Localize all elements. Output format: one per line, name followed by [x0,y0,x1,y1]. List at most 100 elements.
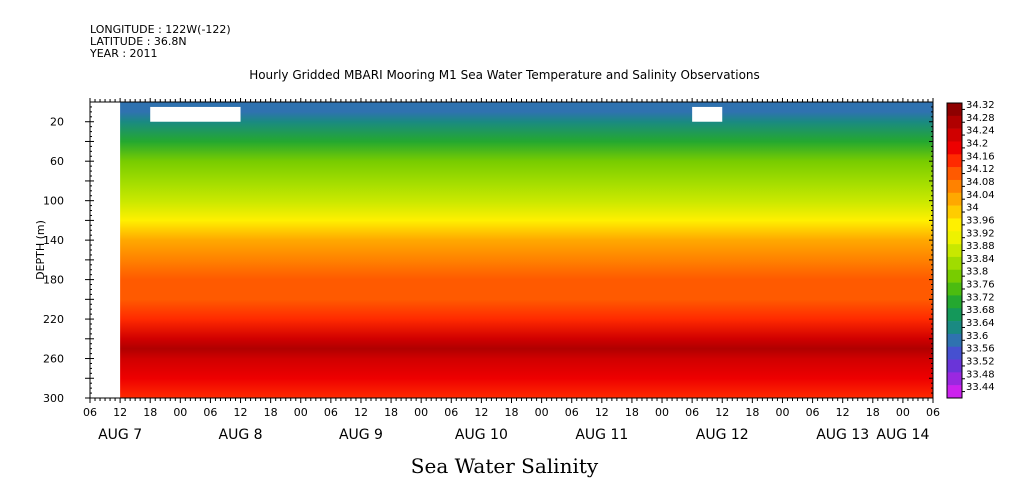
colorbar-swatch [947,141,962,155]
colorbar-label: 34.16 [966,151,995,162]
missing-data-region [90,102,121,398]
salinity-field [90,102,933,398]
x-hour-label: 06 [565,406,579,419]
x-hour-label: 00 [775,406,789,419]
y-tick-label: 260 [43,353,64,366]
y-tick-label: 180 [43,274,64,287]
colorbar-label: 33.52 [966,357,995,368]
x-day-label: AUG 12 [696,427,749,443]
colorbar-swatch [947,269,962,283]
x-hour-label: 12 [234,406,248,419]
colorbar-swatch [947,231,962,245]
x-hour-label: 00 [294,406,308,419]
colorbar-swatch [947,372,962,386]
x-hour-label: 00 [414,406,428,419]
colorbar-swatch [947,205,962,219]
colorbar-swatch [947,333,962,347]
x-hour-label: 12 [474,406,488,419]
x-day-label: AUG 10 [455,427,508,443]
colorbar-swatch [947,103,962,117]
y-tick-label: 20 [50,116,64,129]
colorbar-label: 34.32 [966,100,995,111]
longitude-label: LONGITUDE : 122W(-122) [90,23,231,36]
colorbar-swatch [947,192,962,206]
y-tick-label: 300 [43,392,64,405]
x-hour-label: 18 [625,406,639,419]
x-day-label: AUG 14 [876,427,929,443]
x-hour-label: 12 [354,406,368,419]
colorbar-label: 33.68 [966,305,995,316]
colorbar-label: 34.24 [966,126,995,137]
colorbar-swatch [947,167,962,181]
colorbar-swatch [947,115,962,129]
x-hour-label: 18 [745,406,759,419]
x-hour-label: 06 [685,406,699,419]
x-hour-label: 06 [324,406,338,419]
colorbar-swatch [947,346,962,360]
y-tick-label: 140 [43,234,64,247]
colorbar-label: 33.64 [966,318,995,329]
colorbar-label: 34.28 [966,113,995,124]
colorbar-label: 33.8 [966,267,988,278]
x-day-label: AUG 13 [816,427,869,443]
x-hour-label: 12 [113,406,127,419]
x-hour-label: 06 [83,406,97,419]
x-hour-label: 12 [715,406,729,419]
missing-data-region [692,106,723,122]
colorbar-label: 33.48 [966,369,995,380]
x-hour-label: 18 [505,406,519,419]
colorbar-swatch [947,282,962,296]
colorbar-swatch [947,154,962,168]
colorbar-swatch [947,256,962,271]
colorbar-label: 33.76 [966,280,995,291]
x-day-label: AUG 11 [575,427,628,443]
x-hour-label: 18 [264,406,278,419]
x-hour-label: 06 [203,406,217,419]
colorbar-swatch [947,179,962,194]
colorbar-swatch [947,244,962,258]
colorbar-label: 34.12 [966,164,995,175]
colorbar-swatch [947,295,962,309]
colorbar-swatch [947,308,962,322]
colorbar-label: 33.88 [966,241,995,252]
x-hour-label: 00 [655,406,669,419]
x-hour-label: 06 [926,406,940,419]
colorbar-label: 33.84 [966,254,995,265]
colorbar-label: 33.6 [966,331,988,342]
x-hour-label: 06 [806,406,820,419]
colorbar-label: 34 [966,203,979,214]
x-day-label: AUG 9 [339,427,383,443]
plot-area [90,102,933,398]
colorbar-swatch [947,359,962,373]
x-day-label: AUG 8 [219,427,263,443]
colorbar-swatch [947,321,962,335]
colorbar-label: 33.96 [966,215,995,226]
x-axis-label: Sea Water Salinity [410,454,599,478]
y-axis: 20 60 100 140 180 220 260 300 [43,101,933,405]
chart-title: Hourly Gridded MBARI Mooring M1 Sea Wate… [249,68,760,82]
y-axis-label: DEPTH (m) [34,220,47,280]
y-tick-label: 100 [43,195,64,208]
x-hour-label: 18 [143,406,157,419]
colorbar-label: 33.72 [966,292,995,303]
colorbar-swatch [947,218,962,232]
colorbar-label: 33.44 [966,382,995,393]
colorbar-swatch [947,128,962,142]
chart-metadata: LONGITUDE : 122W(-122) LATITUDE : 36.8N … [90,24,231,60]
x-hour-label: 00 [173,406,187,419]
colorbar-label: 34.2 [966,138,988,149]
x-hour-label: 00 [535,406,549,419]
x-hour-label: 06 [444,406,458,419]
colorbar-label: 33.56 [966,344,995,355]
latitude-label: LATITUDE : 36.8N [90,35,187,48]
y-tick-label: 220 [43,313,64,326]
x-hour-label: 18 [866,406,880,419]
colorbar-label: 34.04 [966,190,995,201]
x-hour-label: 12 [595,406,609,419]
x-axis: 06 12 18 00 06 12 18 00 06 12 18 00 06 12 18 00 06 12 18 00… [83,98,940,443]
x-hour-label: 00 [896,406,910,419]
x-day-label: AUG 7 [98,427,142,443]
missing-data-region [150,106,241,122]
